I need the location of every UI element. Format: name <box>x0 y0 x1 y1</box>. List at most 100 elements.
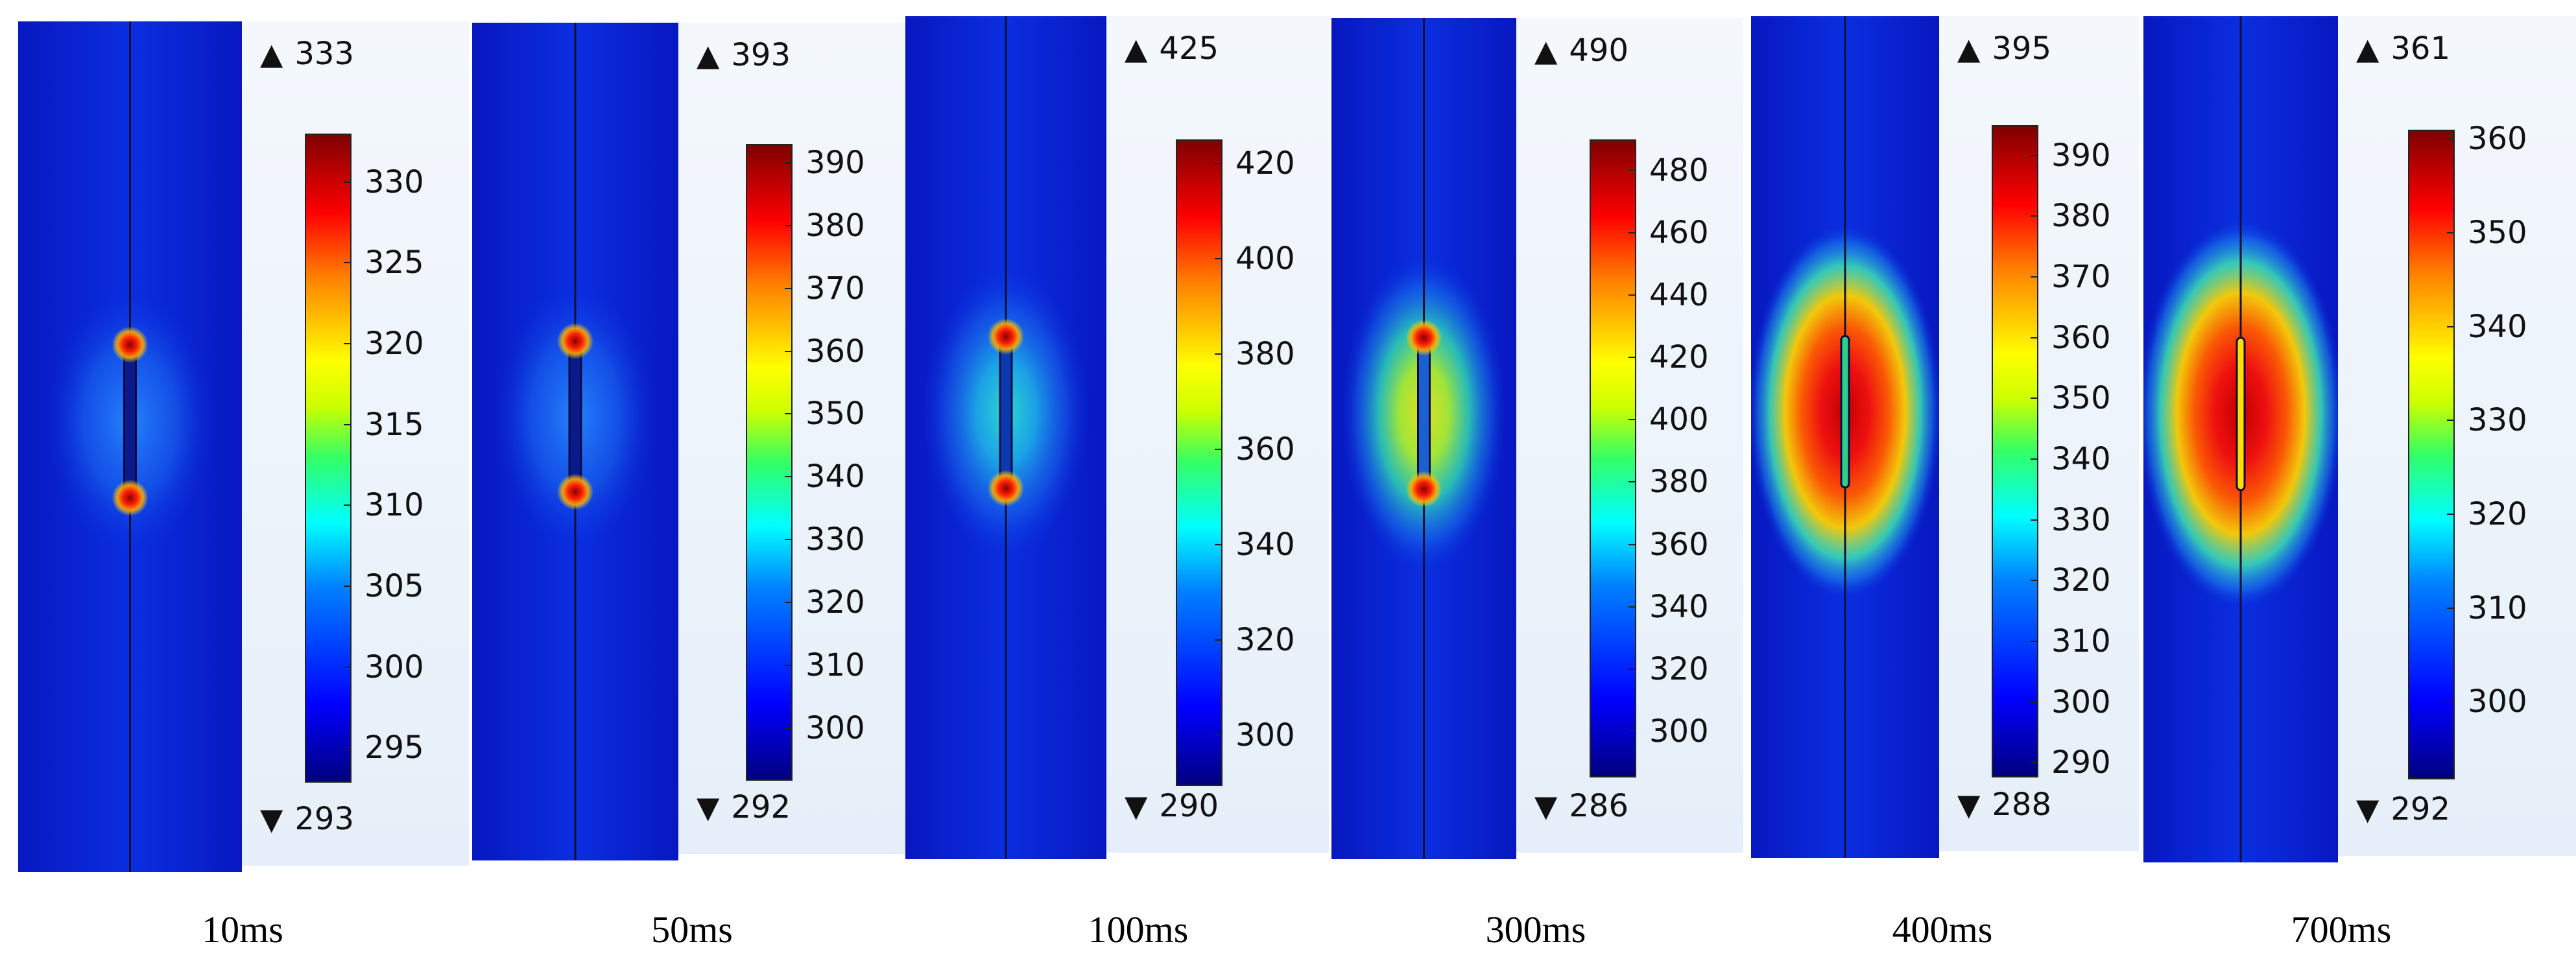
colorbar-tick-mark <box>1215 544 1221 546</box>
max-value-text: 425 <box>1159 30 1219 67</box>
max-value: ▲ 361 <box>2356 30 2450 67</box>
field-svg <box>472 23 678 860</box>
colorbar-tick-mark <box>1628 481 1635 483</box>
colorbar-tick-label: 370 <box>2051 259 2111 296</box>
crack-tip-hotspot <box>112 479 149 516</box>
colorbar-tick-mark <box>1628 232 1635 234</box>
colorbar-tick-mark <box>1628 419 1635 421</box>
colorbar-tick-mark <box>2031 640 2037 642</box>
colorbar-tick-mark <box>1628 294 1635 296</box>
max-value-text: 333 <box>294 36 355 72</box>
crack-rod <box>568 340 582 493</box>
colorbar-tick-label: 295 <box>364 729 424 766</box>
colorbar-tick-label: 380 <box>1235 336 1295 372</box>
colorbar-tick-label: 300 <box>364 648 424 685</box>
colorbar-tick-label: 350 <box>2468 215 2527 252</box>
field-svg <box>1751 16 1939 858</box>
colorbar-tick-mark <box>1215 639 1221 641</box>
legend-area: ▲ 361 ▼ 292 <box>2338 16 2576 856</box>
max-value: ▲ 333 <box>260 36 354 72</box>
legend-area: ▲ 333 ▼ 293 <box>242 21 469 866</box>
colorbar-tick-label: 360 <box>1649 526 1709 563</box>
field-svg <box>1331 18 1516 859</box>
colorbar-tick-label: 350 <box>805 396 865 433</box>
crack-tip-hotspot <box>988 318 1024 355</box>
colorbar-tick-label: 330 <box>2468 402 2527 439</box>
colorbar-tick-label: 320 <box>805 584 865 621</box>
colorbar-tick-label: 340 <box>805 458 865 495</box>
colorbar <box>305 134 352 783</box>
temperature-field <box>2143 16 2338 862</box>
colorbar-tick-mark <box>344 343 350 345</box>
min-value: ▼ 292 <box>697 789 791 825</box>
colorbar-tick-mark <box>2447 420 2453 421</box>
colorbar-tick-mark <box>344 666 350 668</box>
colorbar-tick-mark <box>344 504 350 506</box>
colorbar-tick-label: 315 <box>364 406 424 443</box>
colorbar-tick-mark <box>1215 353 1221 355</box>
colorbar-tick-label: 310 <box>2468 589 2527 626</box>
colorbar-tick-mark <box>344 181 350 183</box>
field-svg <box>905 16 1106 859</box>
max-value-text: 490 <box>1569 32 1629 69</box>
colorbar-tick-mark <box>2031 580 2037 582</box>
colorbar-tick-mark <box>785 601 791 603</box>
colorbar-tick-label: 320 <box>1649 650 1709 687</box>
colorbar-tick-label: 360 <box>1235 431 1295 468</box>
colorbar <box>1176 139 1222 786</box>
colorbar-tick-mark <box>2447 701 2453 703</box>
colorbar-tick-label: 360 <box>2051 319 2111 356</box>
triangle-down-icon: ▼ <box>1957 787 1981 822</box>
min-value-text: 293 <box>294 801 355 837</box>
temperature-field <box>472 23 678 860</box>
crack-rod <box>1840 335 1850 489</box>
colorbar-tick-label: 320 <box>2051 562 2111 599</box>
triangle-down-icon: ▼ <box>260 801 283 836</box>
colorbar-tick-mark <box>1628 543 1635 545</box>
colorbar-tick-mark <box>785 727 791 729</box>
time-label: 50ms <box>651 908 733 951</box>
colorbar-tick-mark <box>785 350 791 352</box>
max-value: ▲ 490 <box>1534 32 1628 69</box>
min-value: ▼ 288 <box>1957 787 2051 823</box>
max-value-text: 395 <box>1992 30 2052 67</box>
colorbar-tick-label: 300 <box>1235 717 1295 754</box>
colorbar-tick-label: 340 <box>2468 308 2527 345</box>
crack-rod <box>2236 337 2246 492</box>
crack-rod <box>123 344 137 499</box>
triangle-up-icon: ▲ <box>1125 31 1148 66</box>
min-value: ▼ 286 <box>1534 788 1628 824</box>
field-svg <box>18 21 242 872</box>
temperature-field <box>1331 18 1516 859</box>
time-label: 100ms <box>1088 908 1189 951</box>
min-value: ▼ 293 <box>260 801 354 837</box>
colorbar-tick-mark <box>344 747 350 749</box>
colorbar-tick-label: 400 <box>1649 401 1709 438</box>
crack-rod <box>1417 337 1431 490</box>
colorbar-tick-mark <box>2031 519 2037 521</box>
colorbar-tick-label: 340 <box>1235 527 1295 563</box>
triangle-up-icon: ▲ <box>1534 33 1558 68</box>
colorbar-tick-label: 390 <box>805 145 865 182</box>
temperature-field <box>905 16 1106 859</box>
colorbar-tick-label: 305 <box>364 567 424 604</box>
colorbar <box>1992 125 2038 777</box>
colorbar-tick-mark <box>2031 458 2037 460</box>
time-label: 400ms <box>1892 908 1993 951</box>
temperature-field <box>18 21 242 872</box>
colorbar-tick-mark <box>785 476 791 478</box>
colorbar-tick-mark <box>2031 276 2037 278</box>
colorbar-tick-label: 310 <box>2051 622 2111 659</box>
time-label: 10ms <box>202 908 283 951</box>
colorbar-tick-mark <box>1628 357 1635 359</box>
crack-tip-hotspot <box>557 473 593 510</box>
colorbar-tick-label: 300 <box>805 709 865 746</box>
colorbar-tick-mark <box>344 585 350 587</box>
colorbar-tick-label: 360 <box>805 333 865 370</box>
colorbar-tick-label: 380 <box>2051 198 2111 235</box>
temperature-field <box>1751 16 1939 858</box>
min-value-text: 292 <box>2391 791 2451 827</box>
colorbar-tick-mark <box>2447 138 2453 140</box>
colorbar-tick-mark <box>785 664 791 666</box>
